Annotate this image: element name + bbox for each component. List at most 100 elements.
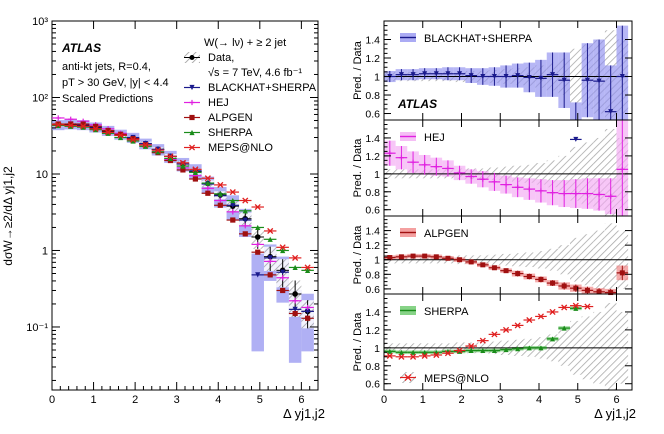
ratio-point bbox=[573, 191, 579, 197]
ratio-point bbox=[410, 159, 416, 165]
ratio-x-tick-label: 4 bbox=[536, 394, 542, 406]
prediction-point bbox=[280, 275, 286, 281]
main-plot-marks bbox=[52, 115, 314, 363]
x-tick-label: 1 bbox=[91, 394, 97, 406]
prediction-point bbox=[217, 181, 224, 188]
ratio-point bbox=[445, 165, 451, 171]
prediction-point bbox=[305, 308, 311, 314]
info-line-3: Scaled Predictions bbox=[62, 93, 154, 105]
ratio-point bbox=[503, 74, 509, 80]
prediction-point bbox=[279, 244, 286, 251]
ratio-point bbox=[561, 191, 567, 197]
ratio-y-tick-label: 0.8 bbox=[365, 187, 380, 199]
prediction-point bbox=[280, 247, 286, 254]
ratio2-point bbox=[433, 351, 440, 359]
prediction-point bbox=[167, 155, 174, 161]
ratio-point bbox=[608, 109, 614, 115]
ratio-point bbox=[410, 72, 416, 78]
prediction-point bbox=[142, 141, 149, 148]
ratio-point bbox=[491, 74, 497, 80]
ratio-legend2-label: MEPS@NLO bbox=[424, 373, 489, 385]
ratio-y-tick-label: 0.6 bbox=[365, 205, 380, 217]
prediction-point bbox=[255, 224, 261, 231]
ratio-y-axis-label: Pred. / Data bbox=[352, 225, 364, 285]
ratio-point bbox=[480, 348, 486, 354]
prediction-point bbox=[93, 123, 99, 129]
ratio-point bbox=[491, 179, 497, 185]
prediction-point bbox=[192, 166, 199, 173]
ratio2-point bbox=[503, 326, 510, 333]
main-plot-panel: 0 1 2 3 4 5 6 10⁻¹ 1 10 10² 10³ dσW→≥2/dΔ yj1,j2 Δ … bbox=[1, 16, 325, 421]
ratio-x-axis-label: Δ yj1,j2 bbox=[594, 406, 636, 421]
blackhat-band-bin bbox=[251, 253, 264, 352]
ratio-point bbox=[398, 155, 404, 161]
main-x-axis-label: Δ yj1,j2 bbox=[283, 406, 325, 421]
ratio-point bbox=[433, 254, 439, 260]
legend-marker bbox=[189, 84, 195, 91]
ratio-y-tick-label: 1.2 bbox=[365, 53, 380, 65]
data-uncertainty-bin bbox=[604, 223, 617, 294]
ratio-point bbox=[468, 259, 474, 265]
legend-marker bbox=[188, 144, 196, 151]
ratio-point bbox=[596, 289, 602, 295]
ratio-point bbox=[619, 74, 625, 80]
ratio-point bbox=[596, 78, 602, 84]
prediction-point bbox=[242, 208, 248, 214]
ratio2-point bbox=[479, 337, 486, 344]
x-tick-label: 0 bbox=[49, 394, 55, 406]
prediction-point bbox=[230, 197, 236, 204]
prediction-point bbox=[267, 236, 273, 242]
ratio-y-axis-label: Pred. / Data bbox=[352, 138, 364, 198]
prediction-point bbox=[105, 129, 112, 136]
prediction-point bbox=[230, 202, 236, 208]
prediction-point bbox=[179, 159, 186, 166]
ratio-point bbox=[410, 349, 416, 355]
prediction-point bbox=[242, 197, 249, 204]
prediction-point bbox=[292, 264, 298, 271]
series-blackhat-sherpa bbox=[52, 121, 314, 314]
prediction-point bbox=[255, 249, 261, 255]
prediction-point bbox=[254, 203, 261, 211]
ratio-frame bbox=[383, 293, 633, 391]
ratio-point bbox=[538, 75, 544, 81]
y-tick-label: 10³ bbox=[32, 16, 48, 28]
ratio-point bbox=[433, 164, 439, 170]
x-tick-label: 4 bbox=[215, 394, 221, 406]
ratio-point bbox=[608, 290, 614, 296]
ratio-point bbox=[608, 193, 614, 199]
ratio-legend-label: BLACKHAT+SHERPA bbox=[424, 33, 533, 45]
ratio-point bbox=[503, 182, 509, 188]
ratio-point bbox=[457, 257, 463, 263]
ratio-point bbox=[480, 176, 486, 182]
ratio-atlas-label: ATLAS bbox=[397, 97, 437, 111]
ratio-point bbox=[596, 191, 602, 197]
prediction-point bbox=[267, 255, 273, 261]
x-tick-label: 5 bbox=[257, 394, 263, 406]
ratio-point bbox=[503, 268, 509, 274]
ratio-point bbox=[561, 77, 567, 83]
prediction-point bbox=[217, 202, 223, 208]
legend-lumi: √s = 7 TeV, 4.6 fb⁻¹ bbox=[208, 67, 302, 79]
ratio-x-tick-label: 6 bbox=[613, 394, 619, 406]
prediction-point bbox=[117, 132, 124, 139]
ratio-y-tick-label: 0.8 bbox=[365, 90, 380, 102]
prediction-point bbox=[230, 209, 236, 215]
ratio-point bbox=[584, 287, 590, 293]
legend-data-label: Data, bbox=[208, 52, 234, 64]
ratio-point bbox=[468, 174, 474, 180]
legend-header: W(→ lν) + ≥ 2 jet bbox=[204, 37, 286, 49]
x-tick-label: 2 bbox=[132, 394, 138, 406]
prediction-point bbox=[229, 189, 236, 196]
prediction-point bbox=[280, 269, 286, 275]
ratio2-point bbox=[468, 342, 475, 350]
data-uncertainty-bin bbox=[604, 302, 617, 390]
ratio-point bbox=[550, 190, 556, 196]
prediction-point bbox=[292, 306, 298, 312]
ratio-point bbox=[433, 71, 439, 77]
prediction-point bbox=[80, 123, 87, 130]
ratio-point bbox=[584, 77, 590, 83]
prediction-point bbox=[242, 217, 248, 223]
ratio-y-tick-label: 1.4 bbox=[365, 307, 380, 319]
ratio-point bbox=[619, 270, 625, 276]
